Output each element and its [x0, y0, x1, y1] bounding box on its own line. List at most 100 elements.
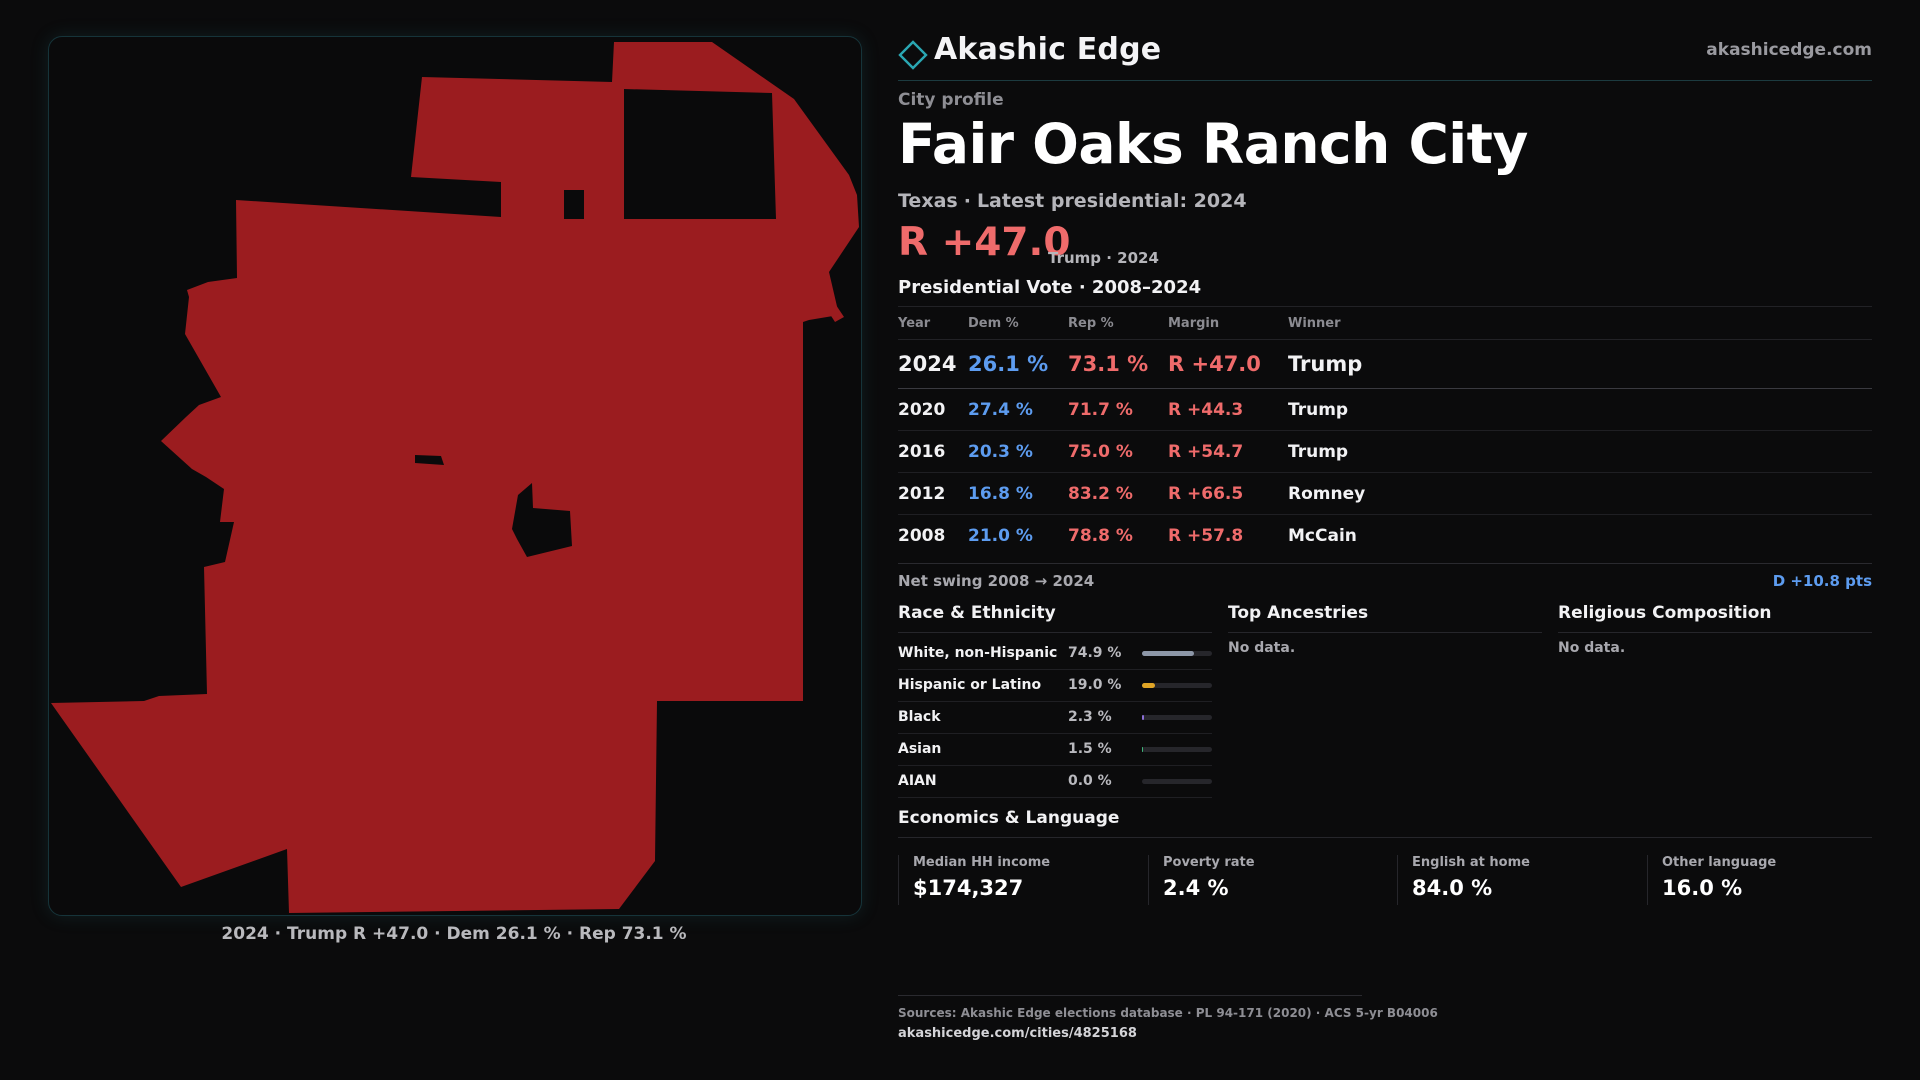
stat-poverty-rate: Poverty rate 2.4 %: [1148, 855, 1255, 905]
cell-rep: 75.0 %: [1068, 442, 1133, 462]
cell-dem: 16.8 %: [968, 484, 1033, 504]
separator-dot: ·: [963, 190, 971, 212]
col-header-year: Year: [898, 316, 931, 331]
cell-year: 2008: [898, 526, 946, 546]
race-bar-fill: [1142, 683, 1156, 688]
race-bar-fill: [1142, 747, 1144, 752]
cell-year: 2024: [898, 352, 957, 376]
table-row: 2024 26.1 % 73.1 % R +47.0 Trump: [898, 340, 1872, 389]
diamond-logo-icon: [898, 40, 928, 70]
cell-winner: McCain: [1288, 526, 1357, 546]
cell-margin: R +57.8: [1168, 526, 1244, 546]
ancestries-empty: No data.: [1228, 640, 1296, 656]
cell-rep: 71.7 %: [1068, 400, 1133, 420]
stat-median-income: Median HH income $174,327: [898, 855, 1050, 905]
race-row-black: Black 2.3 %: [898, 701, 1212, 734]
cell-margin: R +44.3: [1168, 400, 1244, 420]
col-header-dem: Dem %: [968, 316, 1019, 331]
cell-rep: 78.8 %: [1068, 526, 1133, 546]
race-value: 1.5 %: [1068, 741, 1112, 757]
city-boundary-svg: [51, 42, 859, 913]
cell-margin: R +47.0: [1168, 352, 1261, 376]
ancestries-section-title: Top Ancestries: [1228, 603, 1369, 623]
race-label: White, non-Hispanic: [898, 645, 1058, 661]
cell-year: 2012: [898, 484, 946, 504]
stat-other-language: Other language 16.0 %: [1647, 855, 1776, 905]
cell-dem: 26.1 %: [968, 352, 1049, 376]
vote-table-header: Year Dem % Rep % Margin Winner: [898, 306, 1872, 340]
stat-value: $174,327: [913, 876, 1024, 900]
stat-label: English at home: [1412, 855, 1530, 870]
religion-section-title: Religious Composition: [1558, 603, 1772, 623]
table-row: 2016 20.3 % 75.0 % R +54.7 Trump: [898, 431, 1872, 473]
vote-table: Year Dem % Rep % Margin Winner 2024 26.1…: [898, 306, 1872, 556]
race-bar-fill: [1142, 651, 1195, 656]
stat-value: 16.0 %: [1662, 876, 1743, 900]
stat-label: Other language: [1662, 855, 1777, 870]
stat-english-at-home: English at home 84.0 %: [1397, 855, 1530, 905]
col-header-winner: Winner: [1288, 316, 1341, 331]
race-bar-fill: [1142, 715, 1144, 720]
race-section-title: Race & Ethnicity: [898, 603, 1056, 623]
divider: [898, 632, 1212, 633]
sources-text: Sources: Akashic Edge elections database…: [898, 1006, 1438, 1020]
race-bar-track: [1142, 779, 1212, 784]
cell-margin: R +54.7: [1168, 442, 1244, 462]
stat-value: 84.0 %: [1412, 876, 1493, 900]
race-label: Hispanic or Latino: [898, 677, 1042, 693]
latest-election: Latest presidential: 2024: [976, 190, 1247, 212]
stat-label: Poverty rate: [1163, 855, 1255, 870]
header: Akashic Edge akashicedge.com: [898, 30, 1872, 81]
divider: [1228, 632, 1542, 633]
cell-winner: Romney: [1288, 484, 1366, 504]
race-bar-track: [1142, 683, 1212, 688]
vote-section-title: Presidential Vote · 2008–2024: [898, 277, 1202, 298]
cell-year: 2020: [898, 400, 946, 420]
divider: [898, 995, 1362, 996]
headline-margin: R +47.0: [898, 220, 1071, 265]
cell-margin: R +66.5: [1168, 484, 1244, 504]
race-label: Asian: [898, 741, 942, 757]
net-swing-label: Net swing 2008 → 2024: [898, 572, 1095, 590]
race-bar-track: [1142, 651, 1212, 656]
table-row: 2008 21.0 % 78.8 % R +57.8 McCain: [898, 515, 1872, 556]
race-label: AIAN: [898, 773, 937, 789]
col-header-margin: Margin: [1168, 316, 1220, 331]
cell-rep: 83.2 %: [1068, 484, 1133, 504]
cell-dem: 20.3 %: [968, 442, 1033, 462]
cell-year: 2016: [898, 442, 946, 462]
source-url-link[interactable]: akashicedge.com/cities/4825168: [898, 1026, 1137, 1041]
race-row-asian: Asian 1.5 %: [898, 733, 1212, 766]
cell-winner: Trump: [1288, 352, 1363, 376]
race-row-aian: AIAN 0.0 %: [898, 765, 1212, 798]
brand-name[interactable]: Akashic Edge: [934, 32, 1162, 67]
divider: [1558, 632, 1872, 633]
site-link[interactable]: akashicedge.com: [1706, 40, 1872, 60]
divider: [898, 837, 1872, 838]
religion-empty: No data.: [1558, 640, 1626, 656]
cell-rep: 73.1 %: [1068, 352, 1149, 376]
cell-dem: 21.0 %: [968, 526, 1033, 546]
table-row: 2020 27.4 % 71.7 % R +44.3 Trump: [898, 389, 1872, 431]
net-swing-value: D +10.8 pts: [1772, 572, 1872, 590]
race-value: 0.0 %: [1068, 773, 1112, 789]
state-name: Texas: [898, 190, 958, 212]
map-caption: 2024 · Trump R +47.0 · Dem 26.1 % · Rep …: [221, 924, 687, 944]
table-row: 2012 16.8 % 83.2 % R +66.5 Romney: [898, 473, 1872, 515]
page-title: Fair Oaks Ranch City: [898, 112, 1528, 176]
race-value: 74.9 %: [1068, 645, 1122, 661]
page-kicker: City profile: [898, 90, 1004, 110]
race-label: Black: [898, 709, 941, 725]
stat-label: Median HH income: [913, 855, 1051, 870]
stat-value: 2.4 %: [1163, 876, 1229, 900]
city-boundary-shape: [51, 42, 859, 913]
race-bar-track: [1142, 747, 1212, 752]
race-row-white: White, non-Hispanic 74.9 %: [898, 637, 1212, 670]
cell-winner: Trump: [1288, 442, 1349, 462]
race-value: 2.3 %: [1068, 709, 1112, 725]
col-header-rep: Rep %: [1068, 316, 1114, 331]
city-boundary-map[interactable]: [48, 36, 862, 916]
race-row-hispanic: Hispanic or Latino 19.0 %: [898, 669, 1212, 702]
city-boundary-fragment: [824, 293, 844, 322]
headline-note: Trump · 2024: [1048, 249, 1159, 267]
